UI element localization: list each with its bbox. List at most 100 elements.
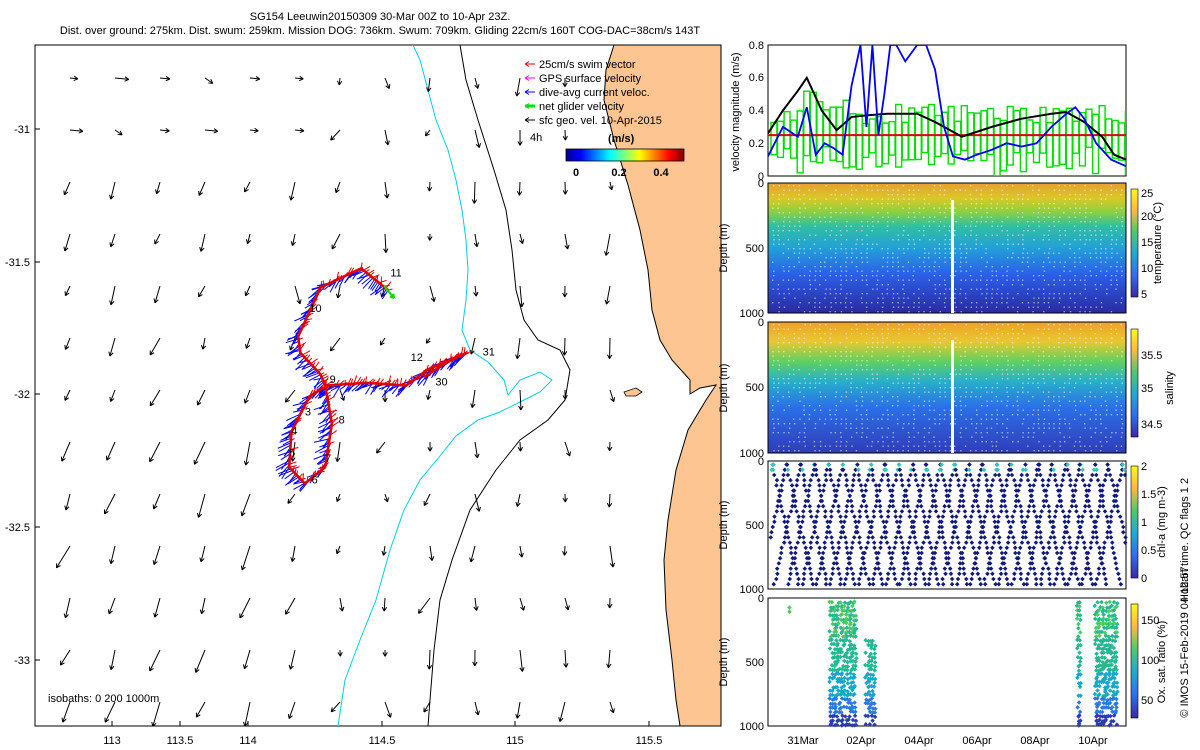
geostrophic-arrow (290, 233, 296, 246)
sample-dot (819, 360, 821, 362)
sample-dot (1037, 382, 1039, 384)
sample-dot (887, 198, 890, 200)
oxygen-sample (835, 607, 840, 613)
chla-sample (807, 483, 812, 488)
sample-dot (1038, 248, 1040, 250)
sample-dot (1104, 369, 1107, 371)
sample-dot (818, 450, 821, 452)
chla-sample (965, 529, 970, 535)
sample-dot (772, 409, 774, 411)
sample-dot (886, 212, 889, 214)
chla-sample (1016, 550, 1022, 556)
sample-dot (839, 432, 842, 434)
oxygen-sample (1105, 692, 1110, 697)
sample-dot (778, 306, 781, 308)
sample-dot (839, 342, 842, 344)
sample-dot (975, 396, 977, 398)
sample-dot (793, 266, 795, 268)
chla-sample (893, 477, 899, 483)
sample-dot (938, 225, 940, 227)
chla-sample (1082, 483, 1088, 488)
sample-dot (777, 288, 779, 290)
dive-avg-current-vector (281, 466, 290, 480)
sample-dot (1016, 400, 1018, 402)
sample-dot (1090, 409, 1092, 411)
sample-dot (897, 275, 899, 277)
chla-sample (982, 576, 987, 582)
chla-sample (1050, 519, 1056, 525)
sample-dot (892, 382, 894, 384)
sample-dot (830, 432, 832, 434)
sample-dot (1069, 279, 1071, 281)
sample-dot (809, 311, 811, 313)
sample-dot (913, 293, 915, 295)
sample-dot (1101, 306, 1103, 308)
sample-dot (814, 427, 816, 429)
sample-dot (1053, 284, 1055, 286)
sample-dot (876, 270, 879, 272)
geostrophic-arrow (152, 493, 161, 510)
sample-dot (1021, 387, 1024, 389)
sample-dot (912, 189, 915, 191)
sample-dot (792, 369, 795, 371)
sample-dot (835, 382, 837, 384)
sample-dot (783, 216, 786, 218)
chla-sample (1054, 566, 1060, 571)
swim-vector (290, 447, 299, 450)
oxygen-sample (853, 663, 858, 669)
sample-dot (834, 328, 837, 330)
sample-dot (777, 342, 780, 344)
sample-dot (928, 441, 930, 443)
chla-sample (1059, 545, 1065, 551)
sample-dot (939, 351, 941, 353)
chla-sample (1088, 477, 1094, 483)
chla-sample (1011, 576, 1017, 582)
sample-dot (1110, 266, 1112, 268)
chla-sample (1005, 581, 1011, 587)
oxygen-sample (870, 718, 875, 723)
oxygen-sample (870, 672, 876, 678)
sample-dot (1084, 427, 1086, 429)
sample-dot (1017, 194, 1019, 196)
sample-dot (1063, 396, 1065, 398)
sample-dot (1069, 311, 1072, 313)
chla-sample (948, 545, 954, 551)
sample-dot (829, 328, 832, 330)
sample-dot (1037, 450, 1040, 452)
sample-dot (1080, 328, 1082, 330)
sample-dot (902, 346, 904, 348)
sample-dot (804, 445, 806, 447)
sample-dot (877, 441, 879, 443)
sample-dot (1079, 207, 1081, 209)
geostrophic-arrow (469, 545, 476, 563)
sample-dot (1006, 275, 1008, 277)
sample-dot (866, 436, 868, 438)
sample-dot (1001, 324, 1004, 326)
chla-sample (995, 467, 1000, 473)
sample-dot (1047, 324, 1050, 326)
sample-dot (1027, 221, 1029, 223)
oxygen-sample (1094, 651, 1099, 657)
sample-dot (1006, 378, 1009, 380)
sample-dot (913, 221, 915, 223)
sample-dot (902, 450, 904, 452)
x-tick-114: 114 (239, 735, 257, 747)
sample-dot (1012, 373, 1014, 375)
sample-dot (834, 355, 837, 357)
sample-dot (1064, 423, 1066, 425)
sample-dot (835, 234, 838, 236)
geostrophic-arrow (240, 545, 251, 571)
sample-dot (887, 328, 889, 330)
sample-dot (1002, 284, 1004, 286)
sample-dot (995, 207, 998, 209)
oxygen-colorbar (1130, 603, 1139, 719)
sample-dot (1073, 364, 1076, 366)
sample-dot (778, 369, 780, 371)
sample-dot (1059, 423, 1061, 425)
chla-sample (802, 477, 807, 483)
oxygen-sample (827, 679, 832, 684)
chla-sample (885, 514, 891, 519)
sample-dot (881, 333, 883, 335)
sample-dot (872, 216, 874, 218)
sample-dot (902, 360, 904, 362)
